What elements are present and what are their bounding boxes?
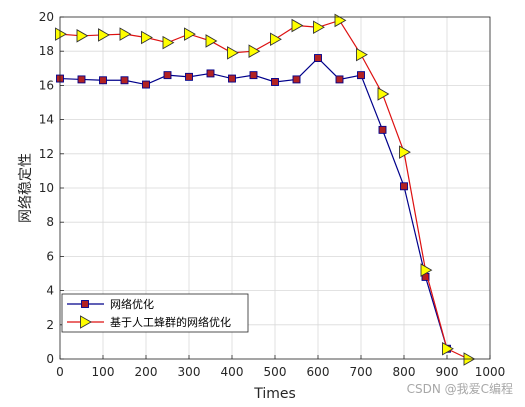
- series-2-point: [205, 34, 218, 48]
- y-tick-label: 10: [39, 181, 54, 195]
- x-tick-label: 400: [221, 365, 244, 379]
- y-tick-label: 2: [46, 318, 54, 332]
- series-1-point: [292, 75, 301, 84]
- y-tick-label: 20: [39, 10, 54, 24]
- series-2-point: [162, 35, 175, 50]
- legend-item: 网络优化: [67, 297, 154, 311]
- series-2-point: [98, 28, 110, 42]
- y-tick-label: 6: [46, 249, 54, 263]
- y-tick-label: 16: [39, 78, 54, 92]
- series-2-point: [420, 263, 433, 277]
- series-2-point: [119, 27, 132, 41]
- watermark: CSDN @我爱C编程: [406, 382, 513, 396]
- series-1-point: [206, 69, 215, 78]
- series-2-point: [356, 47, 368, 62]
- series-2-point: [334, 13, 347, 28]
- legend-swatch-marker: [81, 300, 89, 308]
- series-1-point: [228, 74, 236, 83]
- series-2-point: [227, 46, 239, 60]
- x-tick-label: 0: [56, 365, 64, 379]
- legend-label: 基于人工蜂群的网络优化: [110, 315, 231, 329]
- series-1-point: [185, 72, 193, 81]
- series-1-point: [314, 54, 322, 62]
- series-1-point: [378, 125, 387, 134]
- series-2-point: [442, 341, 454, 356]
- series-2-point: [141, 30, 153, 45]
- series-1-point: [163, 71, 172, 80]
- series-2-point: [377, 87, 390, 101]
- series-2-point: [313, 20, 325, 35]
- legend-label: 网络优化: [110, 297, 154, 311]
- legend-item: 基于人工蜂群的网络优化: [67, 315, 231, 329]
- x-tick-label: 700: [350, 365, 373, 379]
- y-tick-label: 4: [46, 284, 54, 298]
- x-tick-label: 100: [92, 365, 115, 379]
- y-tick-label: 14: [39, 113, 54, 127]
- x-tick-label: 300: [178, 365, 201, 379]
- legend-box: [61, 293, 249, 333]
- x-tick-label: 900: [436, 365, 459, 379]
- series-1-point: [77, 75, 86, 84]
- series-1-point: [271, 78, 279, 86]
- legend-swatch-marker: [80, 315, 92, 329]
- x-tick-label: 600: [307, 365, 330, 379]
- ticks: 0 100 200 300 400 500 600 700 800 900 1000 0 2 4 6 8 10 1…: [39, 10, 506, 379]
- series-1-point: [142, 80, 150, 89]
- series-1-point: [249, 71, 258, 80]
- x-tick-label: 200: [135, 365, 158, 379]
- y-tick-label: 18: [39, 44, 54, 58]
- series-2-point: [399, 145, 411, 159]
- y-tick-label: 12: [39, 147, 54, 161]
- x-tick-label: 800: [393, 365, 416, 379]
- series-2-point: [270, 32, 282, 47]
- x-axis-title: Times: [253, 386, 296, 402]
- x-tick-label: 500: [264, 365, 287, 379]
- series-1-point: [120, 76, 129, 85]
- series-1-point: [400, 182, 408, 191]
- series-1-point: [335, 75, 344, 84]
- y-tick-label: 8: [46, 215, 54, 229]
- series-1-point: [357, 71, 365, 80]
- series-2-point: [184, 27, 196, 41]
- series-2-point: [76, 29, 89, 43]
- y-axis-title: 网络稳定性: [18, 153, 34, 223]
- series-2-point: [55, 27, 67, 41]
- series-2-point: [291, 18, 304, 33]
- y-tick-label: 0: [46, 352, 54, 366]
- series-1-point: [99, 76, 107, 85]
- x-tick-label: 1000: [475, 365, 506, 379]
- series-2: [55, 13, 476, 366]
- series-2-point: [248, 44, 261, 58]
